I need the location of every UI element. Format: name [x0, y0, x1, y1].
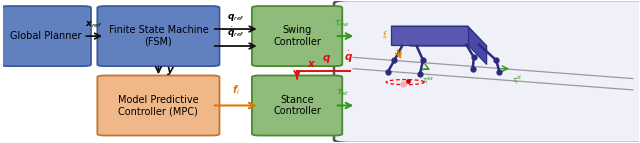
Polygon shape: [391, 26, 486, 46]
FancyBboxPatch shape: [334, 0, 640, 143]
FancyBboxPatch shape: [97, 6, 220, 66]
Text: $\tau_i^{st}$: $\tau_i^{st}$: [512, 73, 523, 86]
FancyBboxPatch shape: [252, 6, 342, 66]
Text: $\tau_{st}$: $\tau_{st}$: [335, 88, 349, 98]
Text: Finite State Machine
(FSM): Finite State Machine (FSM): [109, 25, 208, 47]
FancyBboxPatch shape: [97, 76, 220, 136]
Polygon shape: [468, 26, 486, 64]
Text: Model Predictive
Controller (MPC): Model Predictive Controller (MPC): [118, 95, 199, 116]
Text: $\boldsymbol{q}_{ref}$: $\boldsymbol{q}_{ref}$: [227, 12, 244, 23]
Text: $\boldsymbol{q}$: $\boldsymbol{q}$: [322, 53, 331, 65]
FancyBboxPatch shape: [1, 6, 91, 66]
Text: $\boldsymbol{f}_i$: $\boldsymbol{f}_i$: [232, 83, 240, 97]
Polygon shape: [391, 26, 468, 45]
Text: Global Planner: Global Planner: [10, 31, 81, 41]
FancyBboxPatch shape: [252, 76, 342, 136]
Text: $\dot{\boldsymbol{q}}$: $\dot{\boldsymbol{q}}$: [344, 50, 353, 65]
Text: $\tau_i^{sw}$: $\tau_i^{sw}$: [422, 76, 435, 88]
Text: $\dot{\boldsymbol{q}}_{ref}$: $\dot{\boldsymbol{q}}_{ref}$: [227, 26, 244, 40]
Text: $\boldsymbol{x}$: $\boldsymbol{x}$: [307, 59, 316, 69]
Text: $\tau_{sw}$: $\tau_{sw}$: [334, 18, 350, 29]
Text: Stance
Controller: Stance Controller: [273, 95, 321, 116]
Text: $f_i$: $f_i$: [382, 29, 388, 42]
Text: Swing
Controller: Swing Controller: [273, 25, 321, 47]
Text: $\boldsymbol{y}$: $\boldsymbol{y}$: [166, 65, 175, 77]
Text: $\boldsymbol{x}_{ref}$: $\boldsymbol{x}_{ref}$: [85, 20, 103, 30]
